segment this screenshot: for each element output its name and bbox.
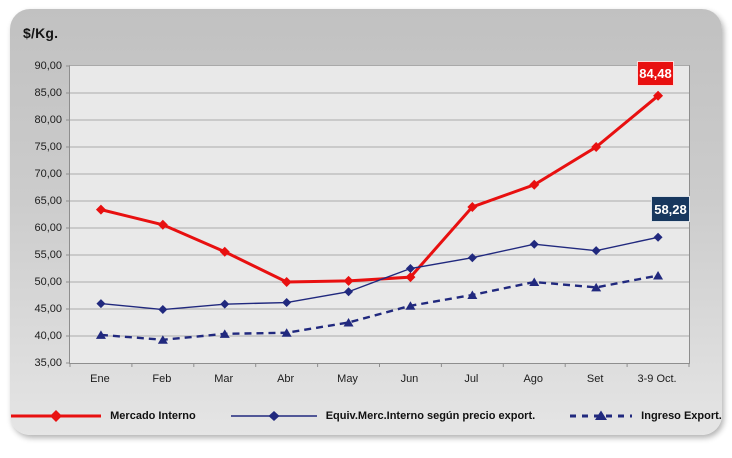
x-axis-tick-label: Ago: [523, 373, 544, 385]
data-label-mercado-interno: 84,48: [637, 61, 674, 86]
legend-item-ingreso-export: Ingreso Export.: [569, 409, 722, 423]
diamond-marker: [653, 232, 663, 242]
x-axis-tick-label: Set: [586, 373, 604, 385]
y-axis-tick-label: 60,00: [34, 222, 62, 234]
triangle-marker: [157, 335, 168, 344]
diamond-marker: [282, 298, 292, 308]
diamond-marker: [343, 275, 354, 286]
triangle-marker: [467, 290, 478, 299]
y-axis-tick-label: 45,00: [34, 303, 62, 315]
diamond-marker: [96, 299, 106, 309]
diamond-marker: [344, 287, 354, 297]
y-axis-tick-label: 80,00: [34, 114, 62, 126]
legend-swatch-dashed-navy-triangle-icon: [570, 410, 633, 420]
triangle-marker: [529, 277, 540, 286]
triangle-marker: [343, 318, 354, 327]
legend-swatch-solid-red-diamond-icon: [11, 410, 102, 422]
x-axis-tick-label: Ene: [90, 373, 110, 385]
legend-label: Equiv.Merc.Interno según precio export.: [325, 410, 536, 422]
chart-canvas: [66, 65, 690, 367]
triangle-marker: [591, 282, 602, 292]
y-axis-tick-label: 35,00: [34, 357, 62, 369]
x-axis-tick-label: Jul: [464, 373, 479, 385]
diamond-marker: [529, 179, 540, 190]
x-axis-tick-label: Feb: [152, 373, 172, 385]
diamond-marker: [653, 90, 664, 101]
x-axis-tick-label: May: [337, 373, 358, 385]
y-axis-tick-label: 55,00: [34, 249, 62, 261]
legend-item-mercado-interno: Mercado Interno: [10, 409, 196, 423]
triangle-marker: [219, 329, 230, 338]
x-axis-tick-label: Jun: [400, 373, 419, 385]
series-line-0: [100, 94, 660, 284]
y-axis-tick-label: 90,00: [34, 60, 62, 72]
y-axis-tick-label: 40,00: [34, 330, 62, 342]
series-line-1: [100, 236, 659, 311]
data-label-equiv-merc-interno: 58,28: [651, 196, 690, 222]
diamond-marker: [405, 264, 415, 273]
diamond-marker: [219, 246, 230, 257]
diamond-marker: [95, 204, 106, 215]
x-axis-tick-label: Mar: [214, 373, 234, 385]
triangle-marker: [653, 271, 664, 280]
y-axis-tick-label: 75,00: [34, 141, 62, 153]
legend-label: Mercado Interno: [110, 410, 196, 422]
triangle-marker: [281, 328, 292, 337]
legend-label: Ingreso Export.: [641, 410, 722, 422]
diamond-marker: [220, 299, 230, 309]
y-axis-tick-label: 65,00: [34, 195, 62, 207]
diamond-marker: [591, 246, 601, 256]
x-axis-tick-label: 3-9 Oct.: [637, 373, 677, 385]
x-axis-tick-labels: Ene Feb Mar Abr May Jun Jul Ago Set 3-9 Oct.: [69, 373, 688, 387]
chart-panel: $/Kg. 90,00 85,00 80,00 75,00 70,00 65,00 60,0…: [10, 9, 722, 435]
diamond-marker: [157, 219, 168, 230]
legend-swatch-solid-navy-diamond-icon: [230, 411, 317, 421]
y-axis-tick-label: 70,00: [34, 168, 62, 180]
chart-legend: Mercado Interno Equiv.Merc.Interno según…: [10, 405, 722, 427]
diamond-marker: [281, 277, 292, 287]
triangle-marker: [95, 330, 106, 339]
diamond-marker: [467, 201, 478, 212]
y-axis-tick-labels: 90,00 85,00 80,00 75,00 70,00 65,00 60,00 55,00…: [10, 60, 62, 369]
series-line-2: [100, 274, 659, 341]
y-axis-title: $/Kg.: [23, 25, 59, 41]
diamond-marker: [405, 272, 416, 283]
plot-area: [66, 65, 690, 367]
diamond-marker: [529, 239, 539, 249]
triangle-marker: [405, 301, 416, 310]
y-axis-tick-label: 85,00: [34, 87, 62, 99]
x-axis-tick-label: Abr: [277, 373, 295, 385]
diamond-marker: [467, 253, 477, 263]
diamond-marker: [158, 305, 168, 315]
diamond-marker: [591, 142, 602, 152]
legend-item-equiv-merc-interno: Equiv.Merc.Interno según precio export.: [230, 409, 535, 423]
y-axis-tick-label: 50,00: [34, 276, 62, 288]
